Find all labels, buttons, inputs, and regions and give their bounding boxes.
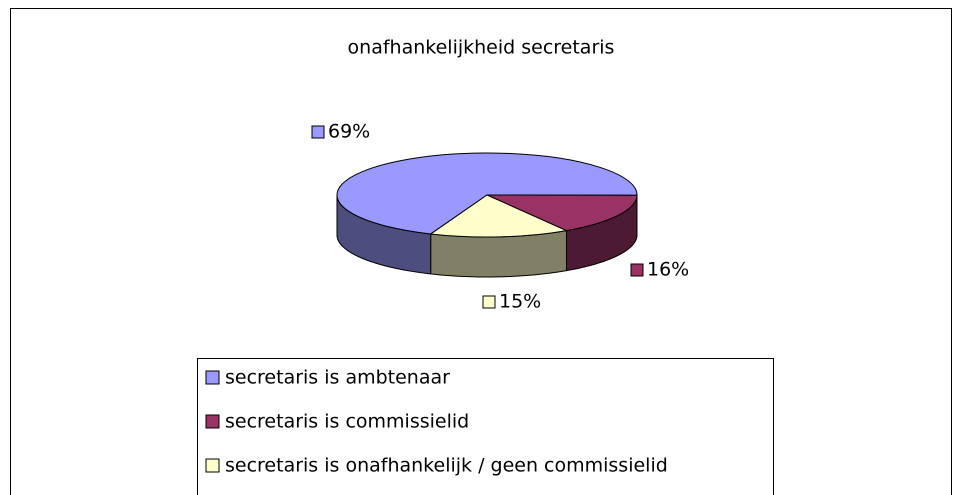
data-label: 16%	[647, 259, 689, 281]
legend-label: secretaris is onafhankelijk / geen commi…	[225, 455, 668, 477]
legend-key	[205, 370, 220, 385]
legend-label: secretaris is ambtenaar	[225, 367, 450, 389]
chart-title: onafhankelijkheid secretaris	[348, 37, 615, 59]
pie-slice	[336, 152, 638, 235]
label-key	[630, 263, 644, 277]
legend-key	[205, 414, 220, 429]
pie-slice	[429, 194, 569, 238]
legend-key	[205, 458, 220, 473]
data-label: 15%	[499, 291, 541, 313]
pie-side	[430, 230, 567, 278]
pie-slice	[486, 194, 638, 232]
legend-label: secretaris is commissielid	[225, 411, 469, 433]
label-key	[482, 295, 496, 309]
data-label: 69%	[328, 121, 370, 143]
label-key	[311, 125, 325, 139]
legend-box	[197, 358, 774, 495]
